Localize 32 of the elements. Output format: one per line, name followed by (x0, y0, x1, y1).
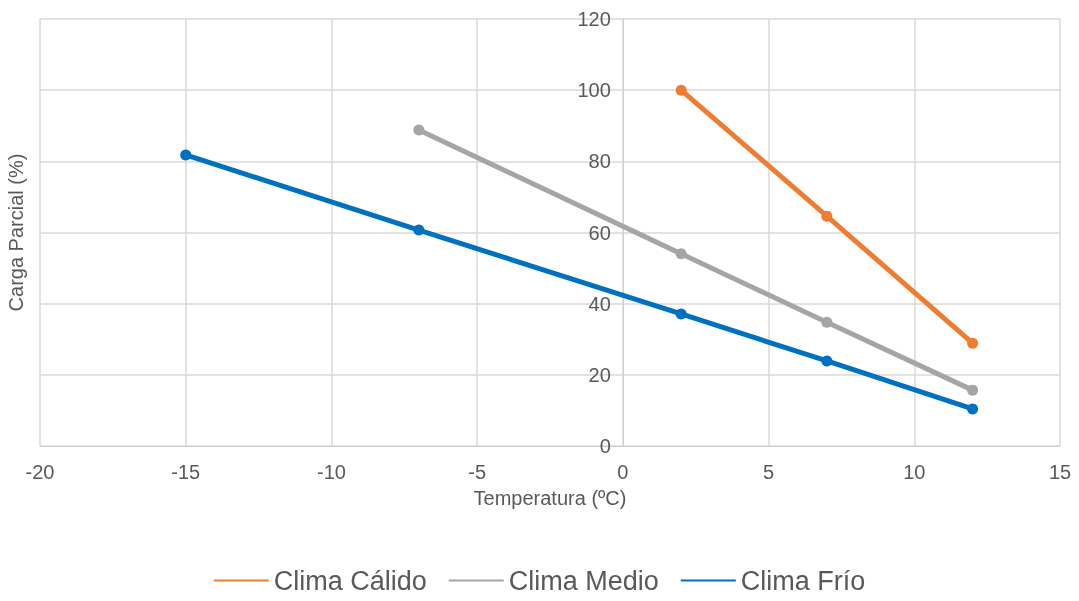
point (675, 308, 687, 320)
x-tick-label: 15 (1048, 461, 1072, 483)
x-tick-label: 0 (617, 461, 629, 483)
x-tick-label: 5 (763, 461, 775, 483)
point (821, 316, 833, 328)
x-axis-title: Temperatura (ºC) (473, 487, 627, 509)
y-axis-title: Carga Parcial (%) (5, 153, 27, 312)
x-tick-label: -20 (25, 461, 55, 483)
legend-label: Clima Frío (740, 565, 866, 596)
point (821, 210, 833, 222)
point (413, 224, 425, 236)
y-tick-label: 40 (588, 292, 611, 315)
y-tick-label: 60 (588, 221, 611, 244)
x-tick-label: -15 (171, 461, 201, 483)
legend-label: Clima Cálido (273, 565, 427, 596)
point (967, 384, 979, 396)
y-tick-label: 20 (588, 363, 611, 386)
y-tick-label: 100 (577, 79, 611, 102)
point (180, 149, 192, 161)
x-tick-label: -10 (316, 461, 346, 483)
point (967, 337, 979, 349)
y-tick-label: 120 (577, 8, 611, 30)
x-tick-label: 10 (903, 461, 926, 483)
x-tick-label: -5 (468, 461, 487, 483)
point (675, 248, 687, 260)
y-tick-label: 80 (588, 150, 611, 173)
point (413, 124, 425, 136)
legend-label: Clima Medio (508, 565, 659, 596)
point (675, 84, 687, 96)
y-tick-label: 0 (599, 435, 611, 457)
point (967, 403, 979, 415)
point (821, 355, 833, 367)
